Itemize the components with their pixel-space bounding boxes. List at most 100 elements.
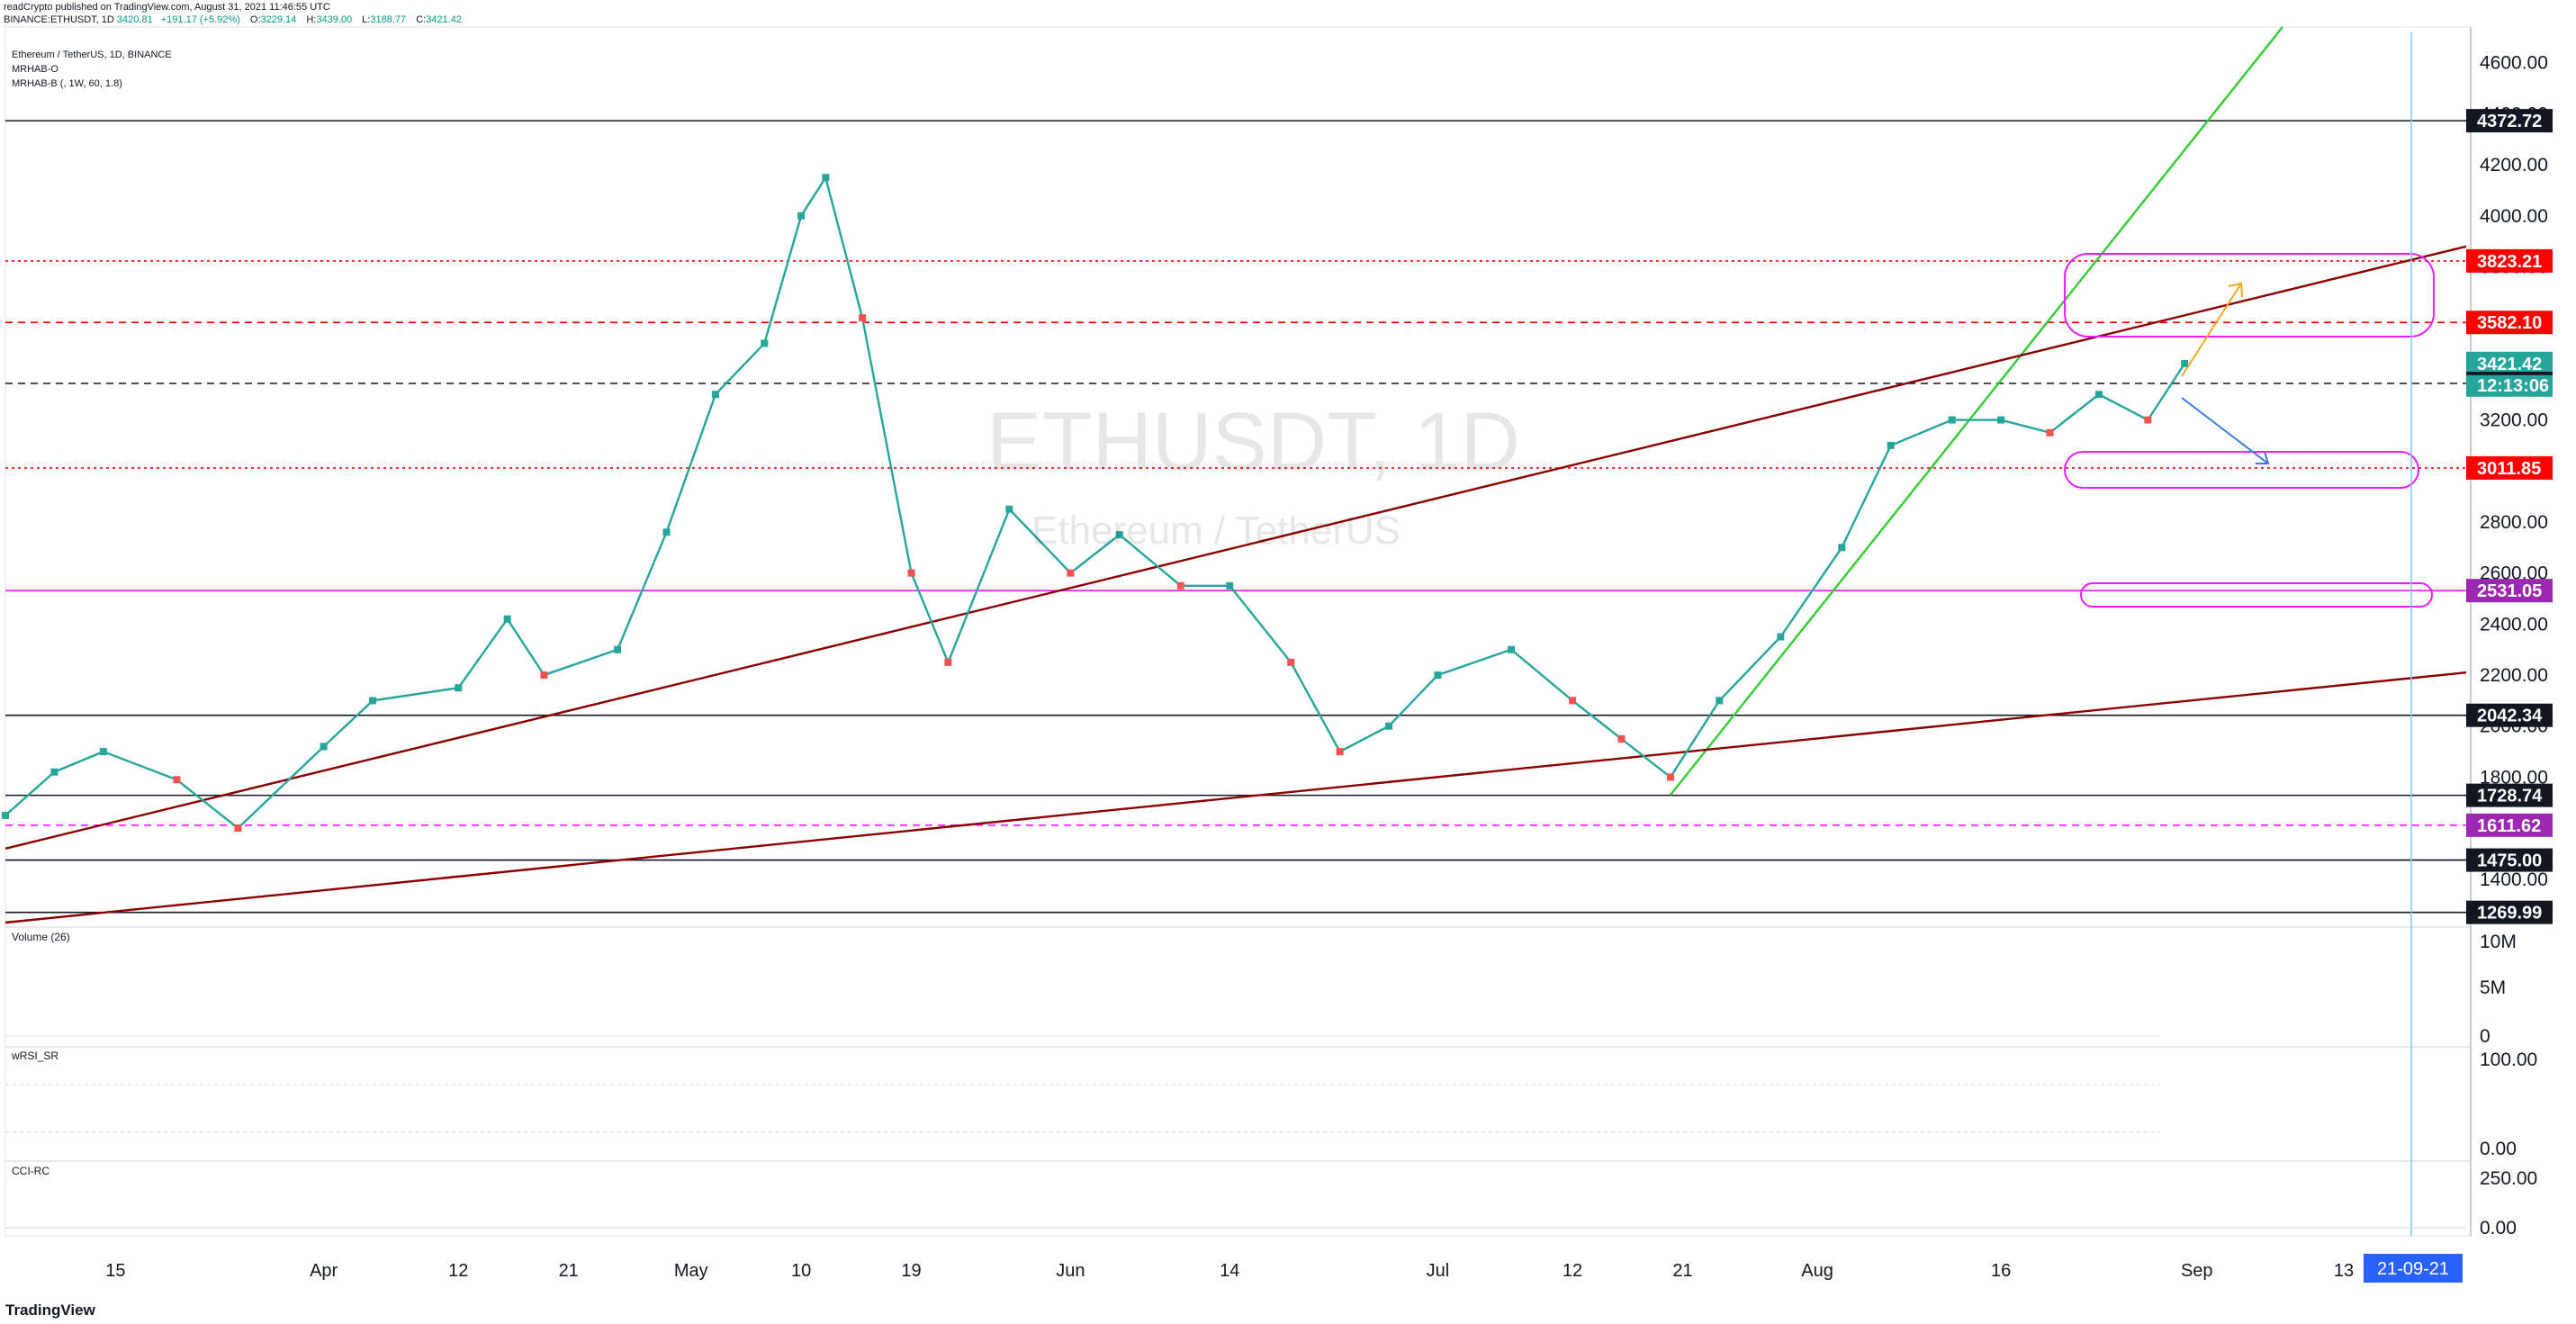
- time-tick-label: 21: [559, 1261, 579, 1281]
- low-value: 3188.77: [370, 14, 407, 25]
- pane-volume-tick: 5M: [2480, 977, 2506, 998]
- price-point: [944, 658, 952, 666]
- price-point: [320, 743, 328, 751]
- price-point: [234, 824, 242, 833]
- price-tag-label: 3582.10: [2477, 313, 2542, 333]
- pane-wrsi-tick: 100.00: [2480, 1049, 2537, 1070]
- price-point: [503, 615, 511, 623]
- cursor-date-label: 21-09-21: [2377, 1259, 2449, 1279]
- change-value: +191.17 (+5.92%): [160, 14, 240, 25]
- pane-cci-tick: 250.00: [2480, 1168, 2537, 1189]
- price-point: [662, 528, 671, 536]
- trend-line-upper-channel: [5, 245, 2467, 850]
- pane-wrsi-tick: 0.00: [2480, 1139, 2517, 1159]
- target-box-upper: [2064, 253, 2435, 338]
- price-point: [1838, 544, 1846, 552]
- high-label: H:: [306, 14, 317, 25]
- time-tick-label: Apr: [310, 1261, 338, 1281]
- price-point: [1226, 581, 1234, 590]
- time-tick-label: 12: [448, 1261, 468, 1281]
- price-tag-label: 2531.05: [2477, 581, 2542, 601]
- time-tick-label: 15: [105, 1261, 125, 1281]
- price-point: [540, 671, 548, 680]
- price-line: [5, 175, 2186, 830]
- price-tag-label: 3421.42: [2477, 355, 2542, 374]
- price-tick-label: 4000.00: [2480, 206, 2548, 227]
- price-tag-bg: [2466, 900, 2553, 924]
- time-axis[interactable]: 15 Apr 12 21 May 10 19 Jun 14 Jul 12 21 Aug 16 Sep 13 21…: [105, 1254, 2463, 1283]
- price-tag-bg: [2466, 351, 2553, 375]
- price-point: [99, 748, 107, 756]
- publish-info: readCrypto published on TradingView.com,…: [4, 2, 330, 13]
- price-tag-bg: [2466, 848, 2553, 872]
- price-tag-bg: [2466, 248, 2553, 273]
- trend-line-lower-channel: [5, 671, 2467, 924]
- price-tag-label: 1475.00: [2477, 851, 2542, 871]
- time-tick-label: Jun: [1056, 1261, 1085, 1281]
- time-tick-label: Aug: [1801, 1261, 1833, 1281]
- price-point: [2181, 359, 2189, 367]
- pane-cci-tick: 0.00: [2480, 1218, 2517, 1238]
- price-tick-label: 1800.00: [2480, 767, 2548, 788]
- price-point: [1336, 748, 1344, 756]
- target-box-lower: [2080, 582, 2433, 608]
- arrow-up-orange: [2181, 283, 2242, 377]
- time-tick-label: Jul: [1427, 1261, 1450, 1281]
- price-tag-bg: [2466, 579, 2553, 603]
- low-label: L:: [362, 14, 371, 25]
- price-point: [1508, 645, 1516, 653]
- price-tag-label: 1269.99: [2477, 904, 2542, 923]
- pane-wrsi-title: wRSI_SR: [11, 1049, 59, 1062]
- trend-lines: [5, 26, 2467, 924]
- price-point: [369, 697, 377, 705]
- price-point: [859, 314, 867, 322]
- pane-volume-tick: 10M: [2480, 932, 2517, 952]
- price-point: [822, 174, 830, 182]
- price-tag-bg: [2466, 455, 2553, 480]
- price-point: [1666, 773, 1674, 781]
- price-point: [1434, 671, 1442, 680]
- price-point: [1716, 697, 1724, 705]
- price-tag-label: 3823.21: [2477, 252, 2542, 272]
- symbol-ohlc-bar: BINANCE:ETHUSDT, 1D 3420.81 +191.17 (+5.…: [4, 14, 467, 25]
- tradingview-logo: TradingView: [5, 1301, 95, 1319]
- price-point: [1385, 722, 1393, 730]
- price-tick-label: 4200.00: [2480, 155, 2548, 176]
- time-tick-label: May: [674, 1261, 708, 1281]
- price-point: [1617, 734, 1626, 743]
- arrow-up-head: [2228, 282, 2243, 298]
- price-point: [2046, 428, 2054, 437]
- price-point: [1067, 569, 1075, 577]
- cursor-date-bg: [2364, 1254, 2463, 1283]
- time-tick-label: 19: [901, 1261, 921, 1281]
- pane-volume-tick: 0: [2480, 1026, 2490, 1047]
- price-point: [1005, 505, 1013, 513]
- price-point: [455, 684, 463, 692]
- watermark-name: Ethereum / TetherUS: [1031, 509, 1401, 553]
- time-tick-label: 13: [2334, 1261, 2354, 1281]
- plot-frame: [5, 26, 2472, 1237]
- price-point: [761, 339, 769, 347]
- price-tick-label: 1400.00: [2480, 869, 2548, 890]
- countdown-bg: [2466, 374, 2553, 397]
- horizontal-lines: [5, 120, 2471, 914]
- arrow-down-blue: [2181, 397, 2269, 464]
- price-point: [1887, 441, 1895, 449]
- time-tick-label: 10: [791, 1261, 811, 1281]
- price-point: [50, 768, 59, 776]
- price-tick-label: 2600.00: [2480, 563, 2548, 584]
- price-tag-bg: [2466, 311, 2553, 335]
- price-point: [1115, 531, 1123, 539]
- price-tag-bg: [2466, 783, 2553, 807]
- price-tick-label: 2200.00: [2480, 665, 2548, 686]
- price-point: [2094, 391, 2103, 399]
- cci-pane: CCI-RC 250.00 0.00: [5, 1165, 2537, 1238]
- high-value: 3439.00: [316, 14, 353, 25]
- trend-line-green-uptrend: [1669, 26, 2283, 797]
- pane-volume-title: Volume (26): [12, 931, 70, 943]
- price-point: [173, 776, 181, 784]
- tradingview-brand: TradingView: [5, 1301, 95, 1319]
- symbol-label: BINANCE:ETHUSDT, 1D: [4, 14, 114, 25]
- price-tag-label: 2042.34: [2477, 707, 2543, 726]
